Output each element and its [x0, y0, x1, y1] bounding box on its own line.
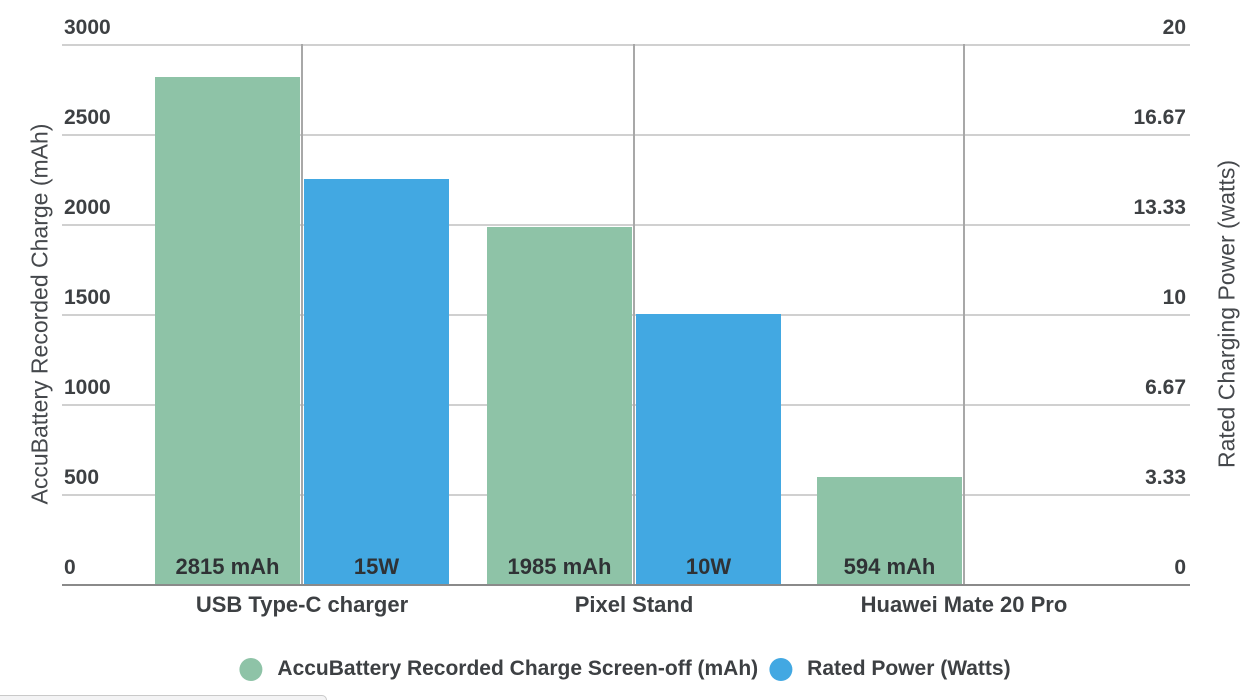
gridline-vertical [963, 44, 965, 584]
legend-item-recorded-charge[interactable]: AccuBattery Recorded Charge Screen-off (… [239, 657, 758, 681]
left-axis-tick-label: 3000 [64, 16, 111, 39]
bar-value-label: 1985 mAh [507, 554, 612, 579]
legend-item-label: Rated Power (Watts) [807, 657, 1011, 680]
right-axis-tick-label: 20 [1162, 16, 1186, 39]
bar-recorded-charge[interactable] [487, 227, 632, 584]
legend: AccuBattery Recorded Charge Screen-off (… [239, 657, 1011, 681]
left-axis-tick-label: 2000 [64, 196, 111, 219]
right-axis-tick-label: 16.67 [1133, 106, 1186, 129]
bar-value-label: 594 mAh [843, 554, 936, 579]
right-axis-tick-label: 10 [1162, 286, 1186, 309]
bar-value-label: 10W [685, 554, 732, 579]
category-label: USB Type-C charger [195, 592, 409, 617]
gridline-horizontal [62, 224, 1190, 226]
bar-value-label: 2815 mAh [175, 554, 280, 579]
gridline-vertical [301, 44, 303, 584]
legend-marker-circle-icon [239, 657, 263, 681]
left-axis-tick-label: 0 [64, 556, 76, 579]
bar-rated-power[interactable] [304, 179, 449, 584]
legend-item-rated-power[interactable]: Rated Power (Watts) [769, 657, 1011, 681]
right-axis-tick-label: 13.33 [1133, 196, 1186, 219]
legend-item-label: AccuBattery Recorded Charge Screen-off (… [277, 657, 759, 680]
left-axis-tick-label: 500 [64, 466, 100, 489]
left-axis-tick-label: 1000 [64, 376, 111, 399]
right-axis-tick-label: 6.67 [1145, 376, 1186, 399]
gridline-horizontal [62, 44, 1190, 46]
bar-value-label: 15W [353, 554, 400, 579]
x-axis-line [62, 584, 1190, 586]
bar-recorded-charge[interactable] [155, 77, 300, 584]
gridline-vertical [633, 44, 635, 584]
left-axis-tick-label: 1500 [64, 286, 111, 309]
legend-marker-circle-icon [769, 657, 793, 681]
category-label: Huawei Mate 20 Pro [860, 592, 1068, 617]
left-axis-title: AccuBattery Recorded Charge (mAh) [26, 123, 53, 505]
gridline-horizontal [62, 134, 1190, 136]
plot-area: 3000 20 2500 16.67 2000 13.33 1500 10 1000 6.67 50… [62, 16, 1190, 586]
bar-recorded-charge[interactable] [817, 477, 962, 584]
partial-overlay-box [0, 695, 327, 700]
right-axis-tick-label: 0 [1174, 556, 1186, 579]
bar-rated-power[interactable] [636, 314, 781, 584]
category-label: Pixel Stand [574, 592, 694, 617]
right-axis-tick-label: 3.33 [1145, 466, 1186, 489]
right-axis-title: Rated Charging Power (watts) [1213, 159, 1240, 469]
left-axis-tick-label: 2500 [64, 106, 111, 129]
